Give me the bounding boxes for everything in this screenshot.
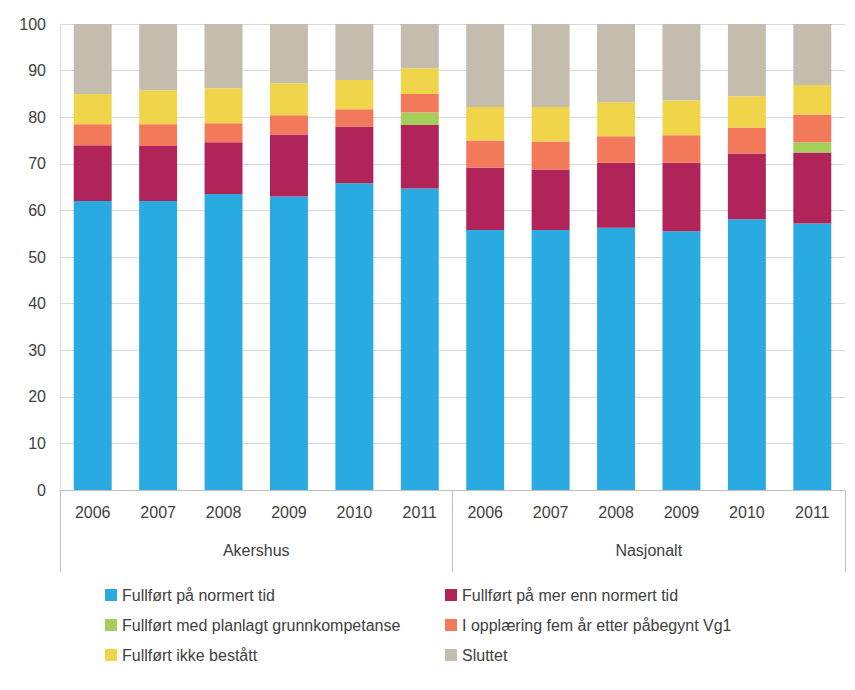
svg-text:2009: 2009 <box>271 504 307 521</box>
svg-text:Nasjonalt: Nasjonalt <box>615 542 682 559</box>
svg-text:2007: 2007 <box>533 504 569 521</box>
svg-text:0: 0 <box>37 482 46 499</box>
svg-text:40: 40 <box>28 295 46 312</box>
svg-text:Fullført på normert tid: Fullført på normert tid <box>122 587 275 604</box>
svg-text:10: 10 <box>28 435 46 452</box>
svg-text:80: 80 <box>28 109 46 126</box>
svg-text:30: 30 <box>28 342 46 359</box>
svg-text:Fullført på mer enn normert ti: Fullført på mer enn normert tid <box>462 587 678 604</box>
svg-text:2006: 2006 <box>467 504 503 521</box>
svg-text:2006: 2006 <box>75 504 111 521</box>
svg-text:2009: 2009 <box>664 504 700 521</box>
svg-text:I opplæring fem år etter påbeg: I opplæring fem år etter påbegynt Vg1 <box>462 617 732 634</box>
svg-text:90: 90 <box>28 62 46 79</box>
svg-text:Akershus: Akershus <box>223 542 290 559</box>
svg-text:2011: 2011 <box>795 504 830 521</box>
svg-text:70: 70 <box>28 155 46 172</box>
svg-text:20: 20 <box>28 388 46 405</box>
svg-text:2010: 2010 <box>729 504 765 521</box>
svg-text:50: 50 <box>28 249 46 266</box>
svg-text:2011: 2011 <box>403 504 438 521</box>
svg-text:Fullført ikke bestått: Fullført ikke bestått <box>122 647 258 664</box>
svg-text:100: 100 <box>19 16 46 33</box>
svg-text:2008: 2008 <box>206 504 242 521</box>
svg-text:60: 60 <box>28 202 46 219</box>
svg-text:2007: 2007 <box>140 504 176 521</box>
svg-text:2010: 2010 <box>337 504 373 521</box>
svg-text:Sluttet: Sluttet <box>462 647 508 664</box>
svg-text:Fullført med planlagt grunnkom: Fullført med planlagt grunnkompetanse <box>122 617 400 634</box>
svg-text:2008: 2008 <box>598 504 634 521</box>
